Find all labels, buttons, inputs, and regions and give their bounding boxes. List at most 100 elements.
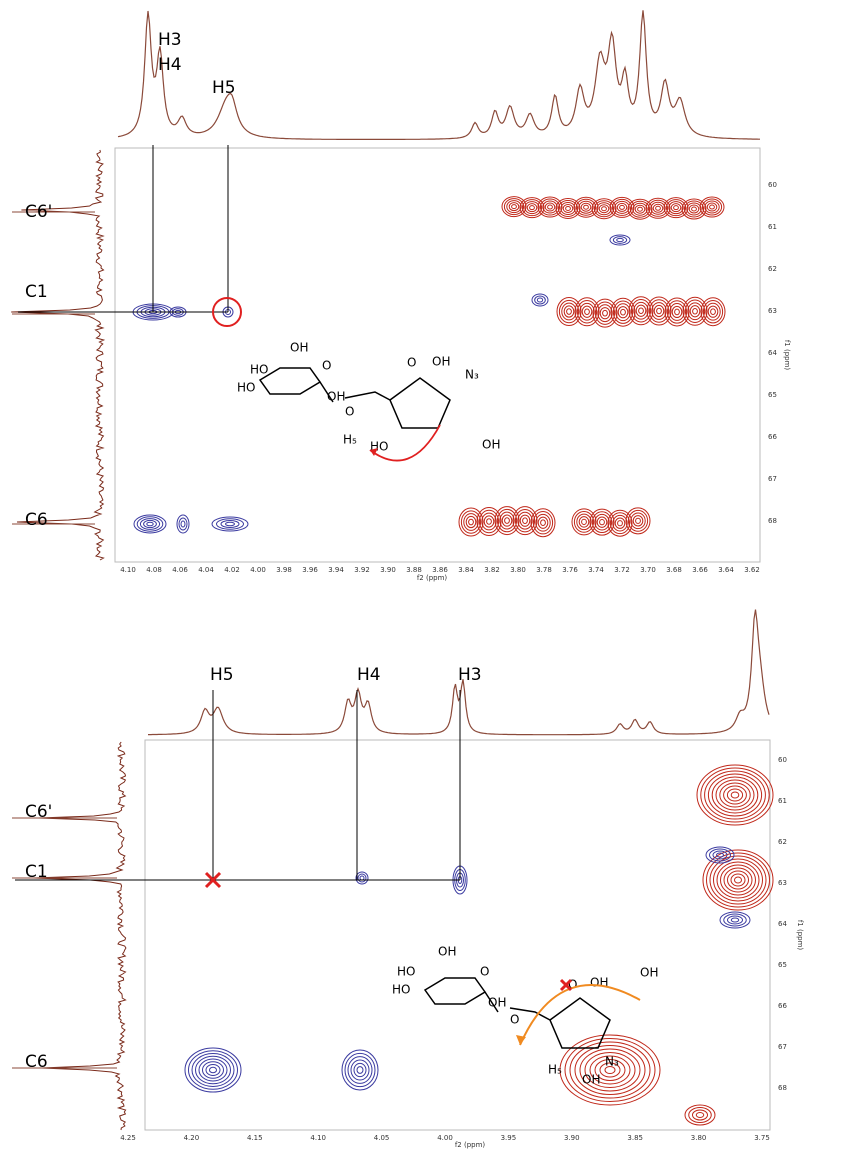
contour (591, 198, 617, 220)
noe-arrow (369, 424, 441, 462)
y-tick-label: 60 (768, 181, 777, 189)
x-tick-label: 3.64 (718, 566, 734, 574)
contour (630, 512, 646, 530)
contour (610, 297, 636, 327)
contour (184, 1047, 242, 1093)
contour (356, 1066, 364, 1074)
contour (683, 200, 705, 218)
y-tick-label: 62 (768, 265, 777, 273)
guide-line (204, 871, 222, 889)
contour (133, 514, 167, 534)
contour (629, 200, 651, 218)
contour (730, 873, 746, 887)
x-tick-label: 3.76 (562, 566, 578, 574)
contour (705, 846, 735, 864)
carbon-label: C6' (25, 202, 52, 222)
contour (633, 301, 649, 320)
contour (645, 197, 671, 219)
contour (225, 521, 235, 527)
x-tick-label: 3.85 (627, 1134, 643, 1142)
contour (574, 297, 600, 327)
x-tick-label: 3.90 (564, 1134, 580, 1142)
contour (692, 1109, 708, 1121)
contour (684, 1104, 716, 1126)
x-tick-label: 3.94 (328, 566, 344, 574)
contour (687, 302, 703, 321)
contour (591, 511, 613, 534)
contour (619, 204, 625, 210)
contour (635, 517, 641, 524)
contour (146, 521, 154, 527)
contour (692, 307, 698, 315)
y-axis-title: f1 (ppm) (783, 340, 791, 371)
contour (723, 867, 753, 893)
contour (478, 509, 500, 534)
peak-label: H4 (357, 665, 381, 685)
carbon-label: C6 (25, 1052, 48, 1072)
x-tick-label: 3.62 (744, 566, 760, 574)
contour (617, 520, 623, 527)
contour (598, 204, 610, 214)
molecule-label: OH (290, 341, 308, 355)
contour (704, 200, 720, 214)
furanose-ring (549, 997, 611, 1049)
contour (670, 203, 682, 213)
contour (584, 308, 590, 316)
contour (709, 204, 715, 210)
contour (563, 305, 575, 318)
molecule-label: OH (482, 438, 500, 452)
contour (638, 307, 644, 315)
x-tick-label: 4.10 (310, 1134, 326, 1142)
contour (650, 201, 666, 215)
x-tick-label: 4.04 (198, 566, 214, 574)
contour (635, 304, 647, 317)
contour (481, 512, 497, 531)
contour (535, 513, 551, 532)
contour (609, 512, 631, 535)
carbon-label: C6' (25, 802, 52, 822)
y-tick-label: 66 (778, 1002, 787, 1010)
noe-arrowhead (516, 1035, 526, 1045)
contour (707, 305, 719, 318)
x-axis-title: f2 (ppm) (417, 574, 448, 582)
y-axis-title: f1 (ppm) (796, 920, 804, 951)
spectrum-1d (117, 10, 760, 140)
peak-label: H3 (458, 665, 482, 685)
x-tick-label: 3.80 (691, 1134, 707, 1142)
contour (664, 297, 690, 327)
contour (599, 519, 605, 526)
contour (531, 293, 549, 307)
molecule-label: O (568, 978, 577, 992)
contour (560, 201, 576, 215)
x-tick-label: 4.08 (146, 566, 162, 574)
contour (514, 508, 536, 533)
contour (574, 1045, 646, 1095)
contour (628, 296, 654, 326)
contour (583, 204, 589, 210)
contour (494, 506, 520, 536)
contour (614, 517, 626, 529)
contour (195, 1055, 231, 1085)
contour (350, 1059, 370, 1081)
y-tick-label: 63 (768, 307, 777, 315)
x-tick-label: 3.96 (302, 566, 318, 574)
contour (617, 306, 629, 319)
contour (579, 302, 595, 321)
contour (501, 196, 527, 218)
contour (734, 876, 742, 884)
contour (476, 506, 502, 536)
molecule-label: O (322, 359, 331, 373)
contour (607, 509, 633, 537)
x-tick-label: 4.06 (172, 566, 188, 574)
contour (578, 200, 594, 214)
linker (319, 381, 391, 403)
contour (556, 297, 582, 327)
contour (584, 1052, 636, 1088)
contour (653, 304, 665, 318)
x-axis-title: f2 (ppm) (455, 1141, 486, 1149)
y-tick-label: 65 (768, 391, 777, 399)
contour (711, 776, 759, 814)
carbon-label: C1 (25, 282, 48, 302)
x-tick-label: 4.25 (120, 1134, 136, 1142)
contour (632, 202, 648, 216)
